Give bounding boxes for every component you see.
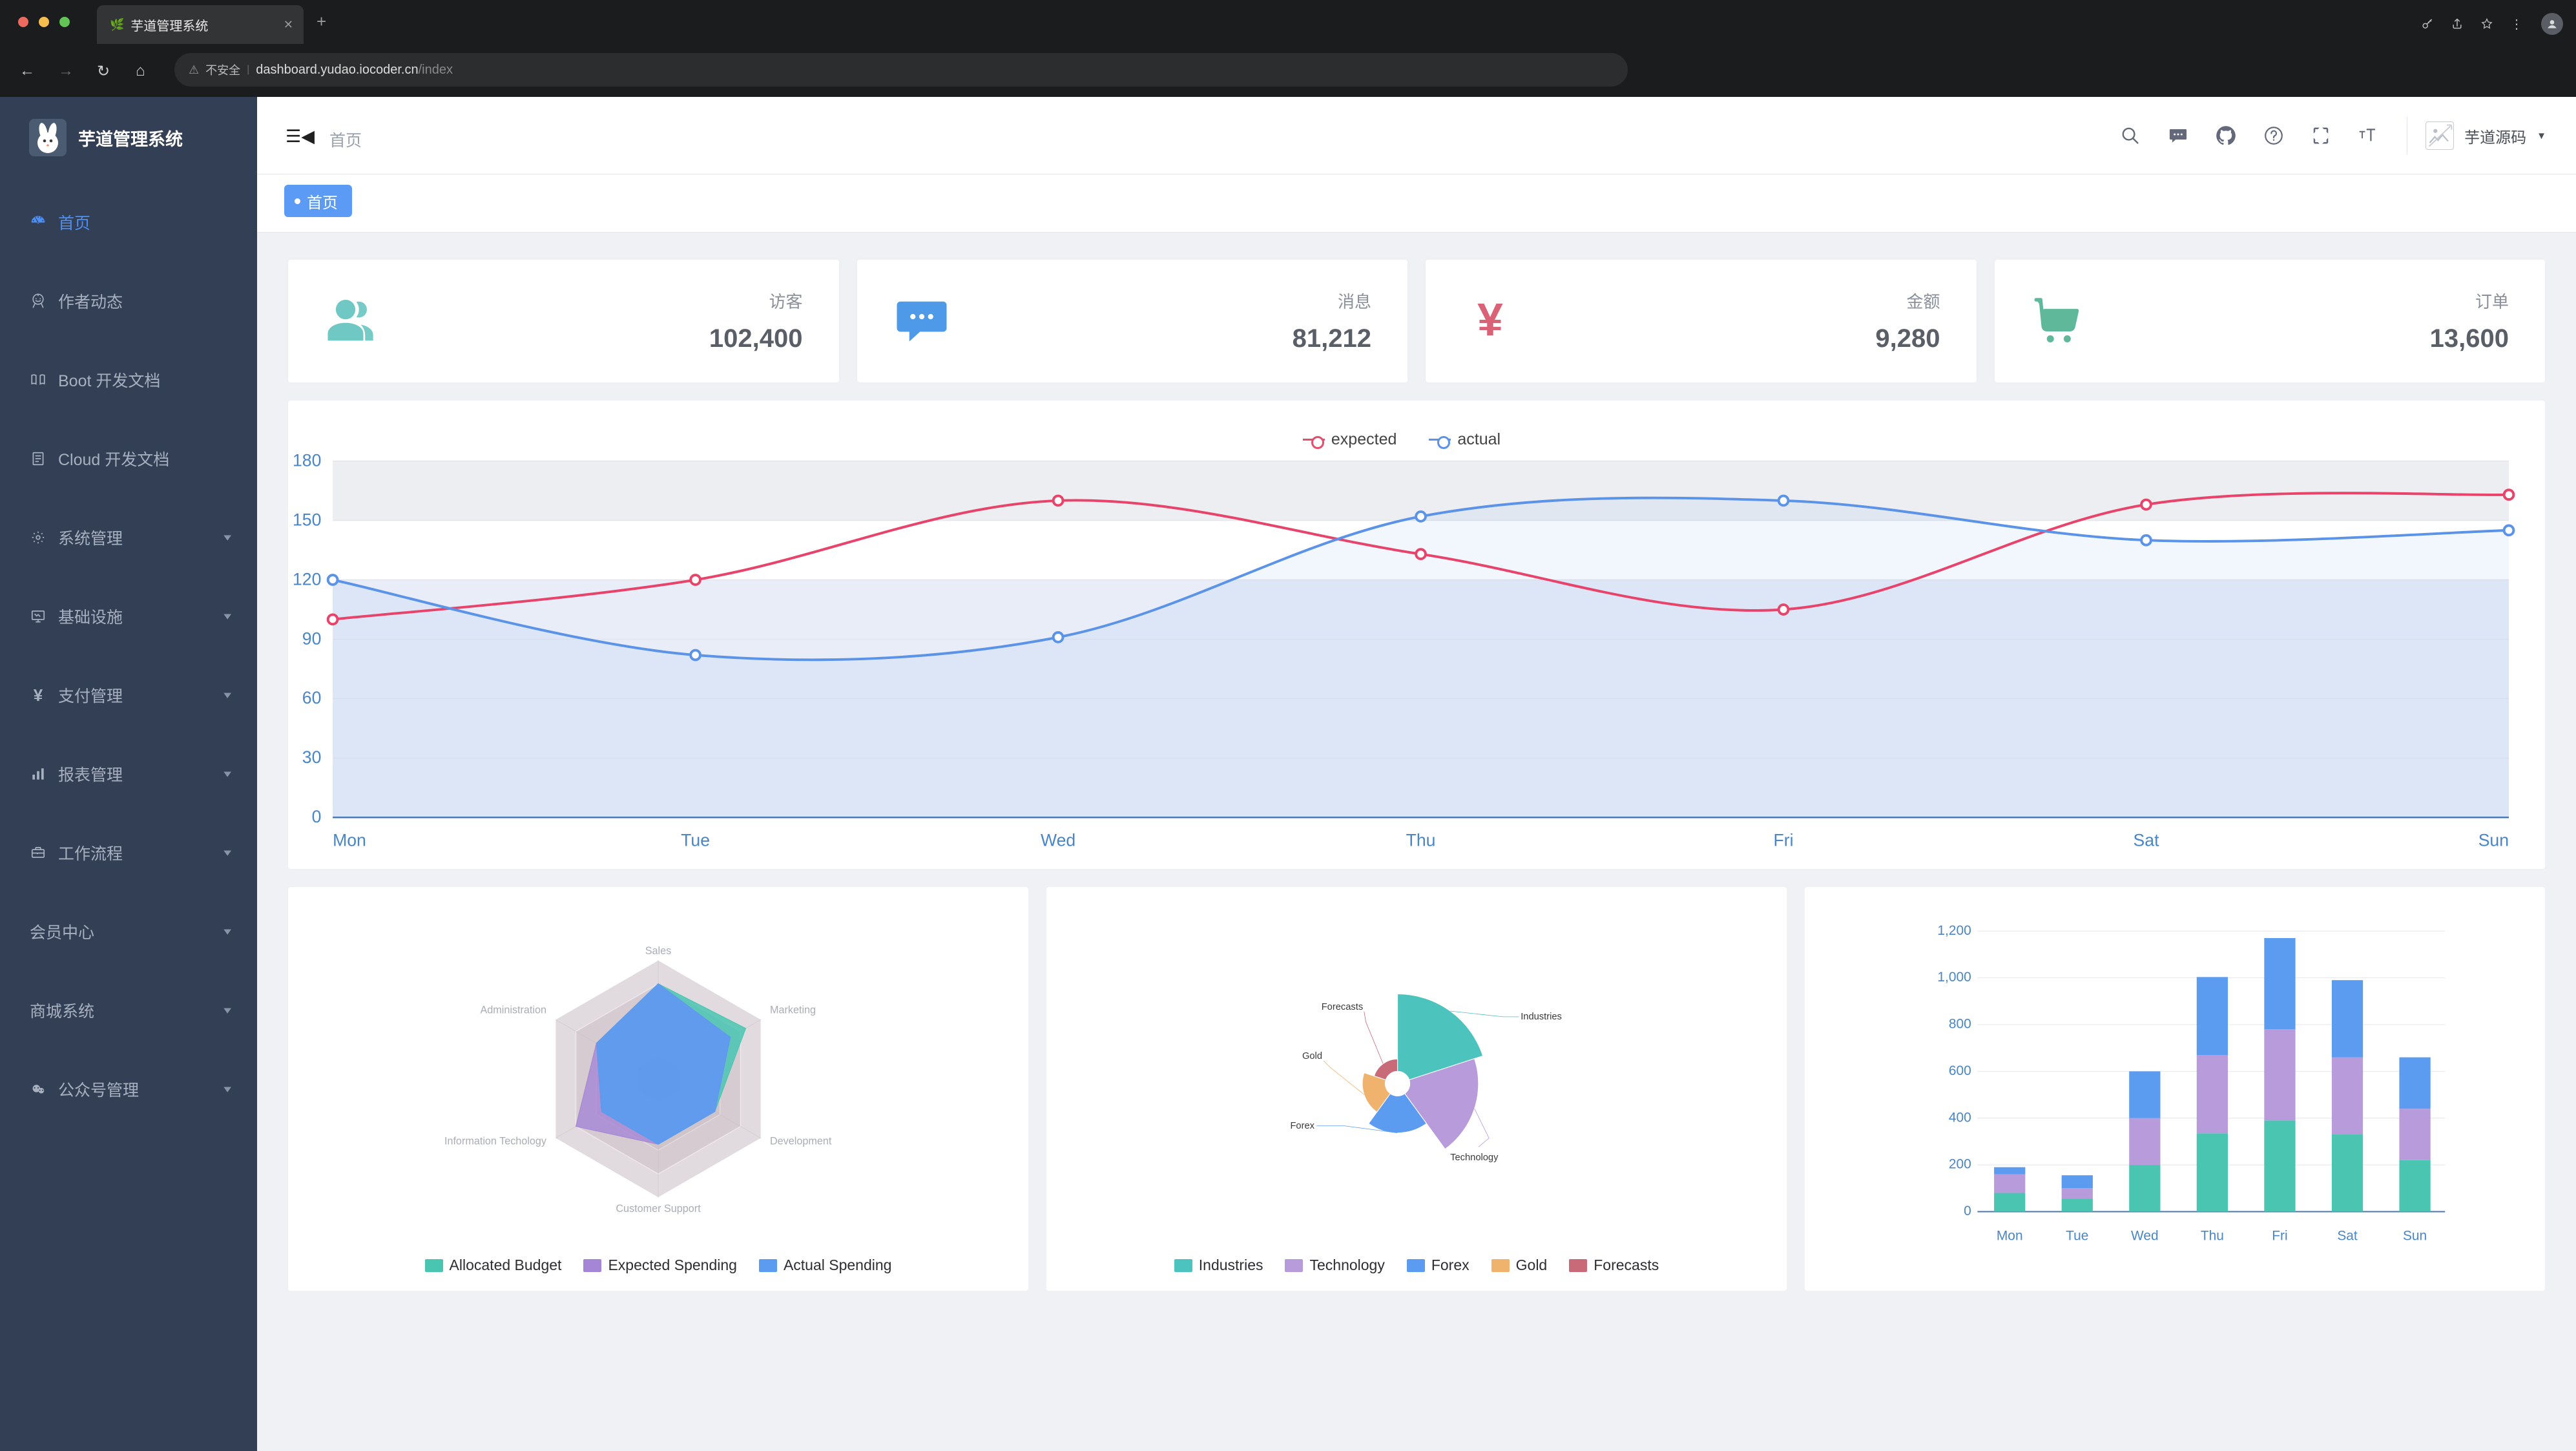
svg-text:Forex: Forex [1290, 1121, 1314, 1131]
svg-text:Customer Support: Customer Support [616, 1203, 701, 1215]
svg-text:1,200: 1,200 [1937, 923, 1971, 938]
svg-text:Gold: Gold [1302, 1051, 1322, 1061]
svg-text:60: 60 [302, 688, 322, 707]
svg-text:Wed: Wed [2131, 1229, 2159, 1244]
svg-text:120: 120 [293, 569, 321, 589]
svg-text:Wed: Wed [1041, 831, 1075, 850]
svg-text:1,000: 1,000 [1937, 970, 1971, 985]
svg-text:¥: ¥ [1477, 294, 1503, 346]
svg-text:Tue: Tue [2066, 1229, 2088, 1244]
svg-text:180: 180 [293, 451, 321, 470]
svg-text:200: 200 [1949, 1157, 1971, 1172]
svg-text:800: 800 [1949, 1017, 1971, 1032]
svg-text:30: 30 [302, 747, 322, 767]
svg-text:Sun: Sun [2403, 1229, 2427, 1244]
svg-text:90: 90 [302, 629, 322, 648]
svg-text:Marketing: Marketing [770, 1004, 816, 1016]
svg-text:Sun: Sun [2478, 831, 2509, 850]
svg-text:Mon: Mon [1997, 1229, 2023, 1244]
svg-text:Sales: Sales [645, 945, 672, 957]
svg-text:0: 0 [1964, 1204, 1971, 1218]
svg-text:150: 150 [293, 510, 321, 529]
svg-text:Information Techology: Information Techology [444, 1136, 547, 1147]
svg-text:Industries: Industries [1521, 1012, 1562, 1022]
svg-text:Sat: Sat [2337, 1229, 2358, 1244]
svg-text:Technology: Technology [1450, 1153, 1499, 1163]
svg-text:Fri: Fri [1774, 831, 1794, 850]
svg-text:Administration: Administration [480, 1004, 546, 1016]
svg-text:Mon: Mon [333, 831, 366, 850]
svg-text:Thu: Thu [1406, 831, 1436, 850]
svg-text:0: 0 [312, 807, 322, 826]
svg-text:Fri: Fri [2272, 1229, 2287, 1244]
svg-text:Tue: Tue [681, 831, 710, 850]
svg-text:Thu: Thu [2201, 1229, 2224, 1244]
svg-text:600: 600 [1949, 1063, 1971, 1078]
svg-text:Forecasts: Forecasts [1322, 1002, 1363, 1012]
svg-text:Sat: Sat [2134, 831, 2160, 850]
svg-text:Development: Development [770, 1136, 832, 1147]
svg-text:400: 400 [1949, 1110, 1971, 1125]
